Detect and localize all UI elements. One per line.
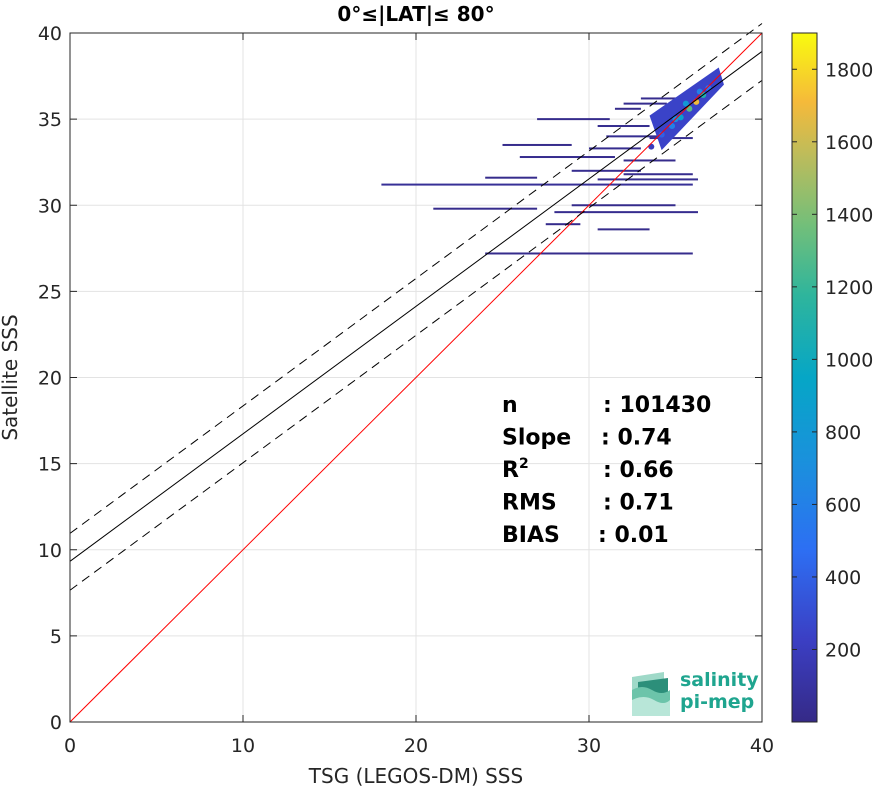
data-streak: [623, 102, 667, 105]
density-point: [648, 143, 655, 150]
colorbar-axis: 200 400 600 800 1000 1200 1400 1600 1800: [792, 59, 873, 661]
data-streak: [537, 118, 610, 121]
colorbar-tick-label: 600: [825, 494, 861, 516]
x-tick-label: 0: [64, 735, 76, 757]
data-streak: [502, 143, 572, 146]
density-point: [696, 88, 703, 95]
stat-value: : 0.74: [601, 426, 672, 451]
y-tick-label: 10: [38, 540, 62, 562]
data-streak: [433, 207, 538, 210]
data-streak: [485, 176, 538, 179]
chart-title: 0°≤|LAT|≤ 80°: [337, 2, 494, 26]
stat-value: : 101430: [603, 393, 711, 418]
data-streak: [545, 223, 581, 226]
data-streak: [640, 97, 685, 100]
confidence-line: [69, 79, 763, 591]
x-tick-label: 30: [577, 735, 601, 757]
stat-value: : 0.66: [603, 458, 674, 483]
y-tick-label: 40: [38, 23, 62, 45]
data-streak: [614, 107, 641, 110]
stat-label: n: [502, 393, 518, 418]
plot-content: [69, 23, 763, 723]
colorbar-tick-label: 1600: [825, 132, 873, 154]
logo-mark-icon: [632, 672, 670, 716]
colorbar: [791, 32, 818, 723]
data-streak: [485, 252, 693, 255]
stat-label: R2: [502, 456, 529, 483]
data-streak: [623, 159, 676, 162]
x-tick-label: 10: [231, 735, 255, 757]
data-streak: [623, 173, 693, 176]
confidence-line: [69, 23, 763, 534]
data-streak: [571, 169, 641, 172]
x-tick-label: 40: [750, 735, 774, 757]
y-axis: 0 5 10 15 20 25 30 35 40: [38, 23, 762, 734]
data-streak: [597, 178, 698, 181]
stat-label: RMS: [502, 491, 557, 516]
data-streak: [597, 228, 650, 231]
colorbar-tick-label: 1000: [825, 349, 873, 371]
colorbar-tick-label: 1800: [825, 59, 873, 81]
y-tick-label: 5: [50, 626, 62, 648]
colorbar-tick-label: 1200: [825, 277, 873, 299]
data-streak: [381, 183, 693, 186]
density-point: [682, 100, 689, 107]
data-streak: [571, 204, 676, 207]
stats-box: n : 101430 Slope : 0.74 R2 : 0.66 RMS : 0.71 BIA…: [502, 393, 711, 548]
y-tick-label: 35: [38, 109, 62, 131]
colorbar-tick-label: 800: [825, 422, 861, 444]
data-streak: [554, 211, 698, 214]
x-axis: 0 10 20 30 40: [64, 33, 774, 757]
x-axis-label: TSG (LEGOS-DM) SSS: [308, 764, 523, 788]
regression-line: [69, 51, 763, 562]
stat-label: BIAS: [502, 523, 560, 548]
data-streak: [606, 135, 662, 138]
colorbar-tick-label: 1400: [825, 204, 873, 226]
stat-value: : 0.01: [598, 523, 669, 548]
data-streak: [519, 156, 615, 159]
y-tick-label: 15: [38, 454, 62, 476]
colorbar-tick-label: 400: [825, 567, 861, 589]
density-point: [669, 123, 676, 130]
stat-label: Slope: [502, 426, 571, 451]
colorbar-tick-label: 200: [825, 639, 861, 661]
one-to-one-line: [69, 32, 763, 723]
y-tick-label: 0: [50, 712, 62, 734]
data-streak: [597, 125, 650, 128]
logo-text-salinity: salinity: [680, 669, 759, 691]
y-tick-label: 20: [38, 368, 62, 390]
y-tick-label: 25: [38, 281, 62, 303]
density-point: [677, 114, 684, 121]
salinity-pi-mep-logo: salinity pi-mep: [632, 669, 759, 716]
y-axis-label: Satellite SSS: [0, 314, 22, 440]
x-tick-label: 20: [404, 735, 428, 757]
density-point: [710, 76, 717, 83]
data-streak: [589, 147, 641, 150]
y-tick-label: 30: [38, 195, 62, 217]
density-point: [658, 131, 665, 138]
logo-text-pi-mep: pi-mep: [680, 691, 754, 713]
stat-value: : 0.71: [603, 491, 674, 516]
